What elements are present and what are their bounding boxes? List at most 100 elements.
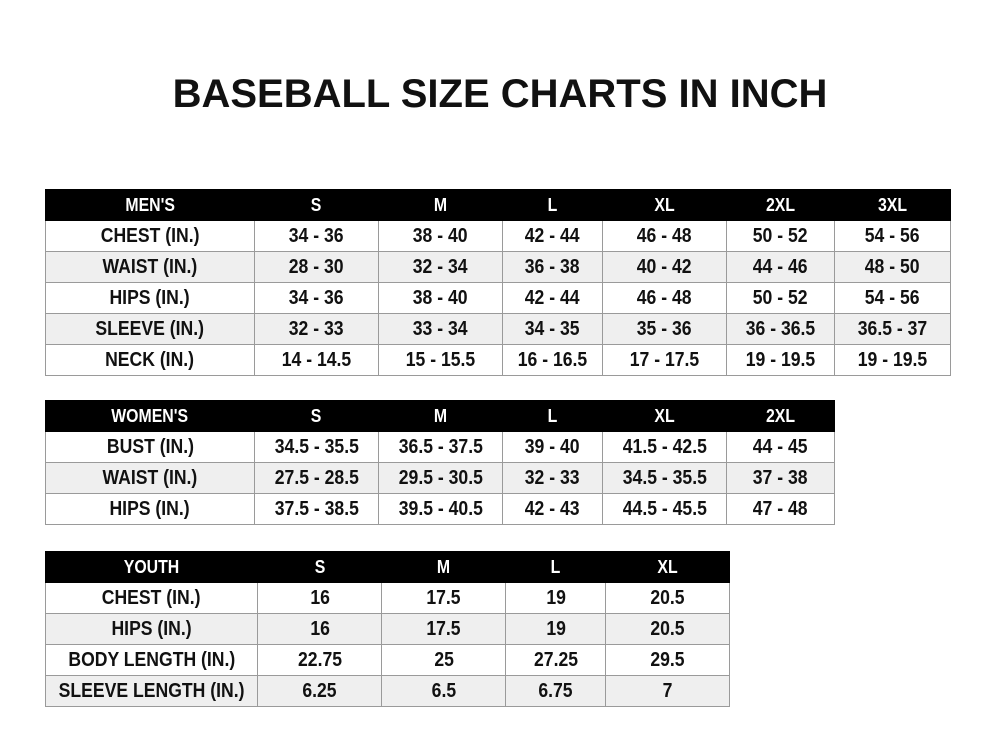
measurement-label: WAIST (IN.) — [45, 462, 255, 494]
table-row: CHEST (IN.) 16 17.5 19 20.5 — [44, 582, 731, 614]
table-row: SLEEVE LENGTH (IN.) 6.25 6.5 6.75 7 — [44, 675, 731, 707]
cell-text: 47 - 48 — [753, 497, 808, 520]
cell-text: 44.5 - 45.5 — [622, 497, 707, 520]
header-label: L — [550, 556, 561, 577]
cell-text: 29.5 — [650, 648, 685, 671]
header-label: S — [314, 556, 325, 577]
measurement-cell: 28 - 30 — [254, 251, 379, 283]
header-label: MEN'S — [125, 194, 175, 215]
measurement-cell: 42 - 44 — [502, 220, 603, 252]
measurement-cell: 25 — [381, 644, 507, 676]
cell-text: 25 — [433, 648, 454, 671]
measurement-cell: 20.5 — [605, 582, 731, 614]
cell-text: 14 - 14.5 — [281, 348, 352, 371]
cell-text: 19 - 19.5 — [745, 348, 816, 371]
table-row: HIPS (IN.) 16 17.5 19 20.5 — [44, 613, 731, 645]
header-label: M — [433, 194, 448, 215]
cell-text: 36.5 - 37 — [857, 317, 928, 340]
table-row: WAIST (IN.) 27.5 - 28.5 29.5 - 30.5 32 - 33… — [45, 462, 835, 494]
size-header: S — [254, 189, 379, 221]
measurement-cell: 17.5 — [381, 613, 507, 645]
size-header: 2XL — [726, 400, 835, 432]
cell-text: 54 - 56 — [865, 286, 920, 309]
cell-text: 27.5 - 28.5 — [274, 466, 359, 489]
header-label: YOUTH — [123, 556, 180, 577]
cell-text: WAIST (IN.) — [102, 255, 198, 278]
measurement-cell: 54 - 56 — [834, 220, 951, 252]
measurement-cell: 19 - 19.5 — [834, 344, 951, 376]
cell-text: 42 - 43 — [525, 497, 580, 520]
measurement-cell: 46 - 48 — [602, 282, 727, 314]
measurement-cell: 38 - 40 — [378, 220, 503, 252]
cell-text: 54 - 56 — [865, 224, 920, 247]
measurement-cell: 35 - 36 — [602, 313, 727, 345]
cell-text: 7 — [662, 679, 673, 702]
cell-text: SLEEVE LENGTH (IN.) — [58, 679, 245, 702]
cell-text: 39.5 - 40.5 — [398, 497, 483, 520]
cell-text: 16 — [309, 617, 330, 640]
measurement-cell: 36.5 - 37.5 — [378, 431, 503, 463]
header-label: L — [547, 194, 558, 215]
measurement-label: BODY LENGTH (IN.) — [44, 644, 259, 676]
header-label: 2XL — [765, 194, 796, 215]
cell-text: WAIST (IN.) — [102, 466, 198, 489]
table-row: BUST (IN.) 34.5 - 35.5 36.5 - 37.5 39 - 40 4… — [45, 431, 835, 463]
measurement-cell: 42 - 44 — [502, 282, 603, 314]
measurement-cell: 27.5 - 28.5 — [254, 462, 379, 494]
measurement-label: SLEEVE (IN.) — [45, 313, 255, 345]
size-header: L — [502, 189, 603, 221]
cell-text: 44 - 45 — [753, 435, 808, 458]
measurement-cell: 29.5 - 30.5 — [378, 462, 503, 494]
measurement-label: HIPS (IN.) — [44, 613, 259, 645]
measurement-cell: 19 — [505, 582, 607, 614]
cell-text: 19 — [545, 617, 566, 640]
size-header: M — [378, 400, 503, 432]
size-header: XL — [602, 400, 727, 432]
measurement-cell: 47 - 48 — [726, 493, 835, 525]
table-row: WAIST (IN.) 28 - 30 32 - 34 36 - 38 40 - 42 4… — [45, 251, 951, 283]
cell-text: 42 - 44 — [525, 224, 580, 247]
measurement-cell: 19 - 19.5 — [726, 344, 835, 376]
measurement-cell: 32 - 34 — [378, 251, 503, 283]
measurement-cell: 34.5 - 35.5 — [602, 462, 727, 494]
cell-text: HIPS (IN.) — [109, 497, 191, 520]
header-label: 2XL — [765, 405, 796, 426]
measurement-cell: 16 — [257, 582, 383, 614]
cell-text: 32 - 34 — [413, 255, 468, 278]
cell-text: 38 - 40 — [413, 224, 468, 247]
cell-text: 17.5 — [426, 586, 461, 609]
table-row: NECK (IN.) 14 - 14.5 15 - 15.5 16 - 16.5 17 … — [45, 344, 951, 376]
measurement-cell: 27.25 — [505, 644, 607, 676]
table-row: SLEEVE (IN.) 32 - 33 33 - 34 34 - 35 35 - 36… — [45, 313, 951, 345]
cell-text: HIPS (IN.) — [109, 286, 191, 309]
cell-text: 41.5 - 42.5 — [622, 435, 707, 458]
header-label: XL — [654, 405, 675, 426]
measurement-cell: 38 - 40 — [378, 282, 503, 314]
cell-text: 27.25 — [533, 648, 578, 671]
cell-text: 20.5 — [650, 586, 685, 609]
table-row: BODY LENGTH (IN.) 22.75 25 27.25 29.5 — [44, 644, 731, 676]
measurement-cell: 6.75 — [505, 675, 607, 707]
cell-text: 22.75 — [297, 648, 342, 671]
cell-text: CHEST (IN.) — [100, 224, 200, 247]
cell-text: 42 - 44 — [525, 286, 580, 309]
size-header: 3XL — [834, 189, 951, 221]
header-label: S — [311, 405, 322, 426]
page-title: BASEBALL SIZE CHARTS IN INCH — [172, 72, 828, 116]
cell-text: 37 - 38 — [753, 466, 808, 489]
measurement-label: BUST (IN.) — [45, 431, 255, 463]
measurement-label: CHEST (IN.) — [45, 220, 255, 252]
cell-text: 20.5 — [650, 617, 685, 640]
measurement-cell: 20.5 — [605, 613, 731, 645]
table-row: HIPS (IN.) 34 - 36 38 - 40 42 - 44 46 - 48 50… — [45, 282, 951, 314]
measurement-cell: 32 - 33 — [254, 313, 379, 345]
youth-size-table: YOUTH S M L XL CHEST (IN.) 16 17.5 19 20.5 HIPS (I… — [44, 551, 731, 707]
cell-text: 46 - 48 — [637, 224, 692, 247]
cell-text: 33 - 34 — [413, 317, 468, 340]
measurement-cell: 17.5 — [381, 582, 507, 614]
category-header: WOMEN'S — [45, 400, 255, 432]
measurement-cell: 37 - 38 — [726, 462, 835, 494]
size-header: L — [502, 400, 603, 432]
cell-text: 50 - 52 — [753, 286, 808, 309]
header-label: XL — [654, 194, 675, 215]
